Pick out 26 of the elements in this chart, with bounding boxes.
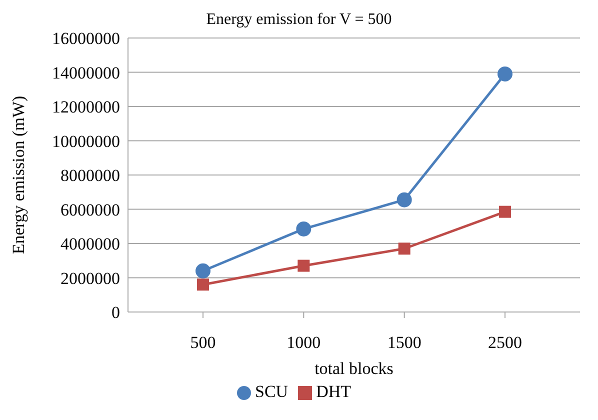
point — [296, 221, 312, 236]
y-tick-label: 14000000 — [52, 63, 120, 82]
point — [197, 278, 209, 291]
point — [396, 192, 412, 208]
point — [398, 242, 410, 255]
point — [196, 263, 210, 278]
y-tick-label: 16000000 — [52, 29, 120, 48]
legend-label: DHT — [316, 382, 352, 401]
x-tick-label: 2500 — [488, 333, 522, 352]
x-axis-title: total blocks — [314, 359, 394, 378]
chart-title: Energy emission for V = 500 — [206, 11, 392, 28]
x-tick-label: 1000 — [286, 333, 321, 352]
point — [498, 66, 512, 82]
y-tick-label: 6000000 — [60, 200, 120, 220]
x-tick-label: 500 — [190, 333, 216, 352]
y-axis-title: Energy emission (mW) — [9, 96, 28, 254]
y-tick-label: 2000000 — [60, 268, 120, 288]
y-tick-label: 8000000 — [60, 166, 120, 186]
y-tick-label: 10000000 — [52, 132, 120, 151]
legend-label: SCU — [254, 382, 288, 401]
y-tick-label: 12000000 — [52, 98, 120, 117]
point — [298, 260, 310, 272]
point — [499, 206, 511, 218]
y-tick-label: 4000000 — [60, 234, 120, 254]
y-tick-label: 0 — [112, 303, 120, 322]
x-tick-label: 1500 — [387, 333, 422, 352]
